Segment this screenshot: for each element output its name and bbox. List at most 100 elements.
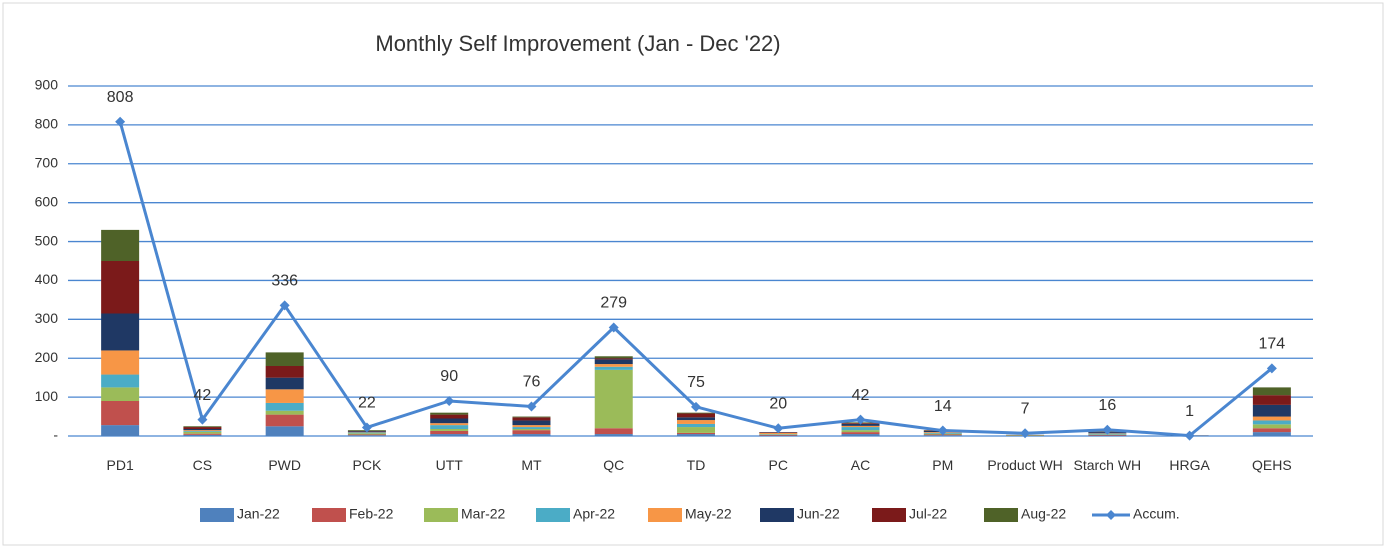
bar-segment (1252, 424, 1291, 429)
bar-segment (347, 435, 386, 436)
bar-segment (841, 432, 880, 435)
bar-segment (430, 425, 469, 429)
bar-segment (183, 430, 222, 431)
data-label: 42 (852, 387, 870, 404)
y-tick-label: 600 (35, 193, 59, 209)
bar-segment (677, 432, 715, 435)
bar-segment (512, 429, 551, 431)
y-tick-label: 900 (35, 77, 59, 93)
bar-segment (1252, 404, 1291, 417)
bar-segment (183, 430, 222, 432)
chart-title: Monthly Self Improvement (Jan - Dec '22) (375, 31, 780, 56)
legend-label: Apr-22 (573, 506, 615, 522)
legend-label: Mar-22 (461, 506, 506, 522)
bar-segment (430, 423, 469, 426)
legend-label: Jan-22 (237, 506, 280, 522)
bar-segment (594, 366, 633, 370)
data-label: 279 (600, 295, 627, 312)
bar-segment (101, 313, 140, 351)
bar-segment (1252, 416, 1291, 421)
line-marker (937, 425, 948, 436)
data-label: 75 (687, 374, 705, 391)
x-tick-label: PC (768, 457, 788, 473)
data-label: 14 (934, 398, 952, 415)
bar-segment (512, 417, 551, 421)
bar-segment (594, 359, 633, 365)
bar-segment (265, 352, 304, 366)
bar-segment (430, 434, 469, 436)
legend-label: Feb-22 (349, 506, 394, 522)
bar-segment (430, 412, 469, 415)
bar-segment (101, 350, 140, 375)
bar-segment (677, 420, 715, 424)
bar-segment (1252, 420, 1291, 425)
data-label: 20 (769, 395, 787, 412)
bar-segment (183, 431, 222, 434)
bar-segment (101, 387, 140, 401)
bar-segment (512, 425, 551, 428)
bar-segment (430, 430, 469, 435)
x-tick-label: AC (850, 457, 871, 473)
line-marker (197, 414, 208, 425)
x-tick-label: CS (192, 457, 213, 473)
bar-segment (101, 425, 140, 436)
bar-segment (101, 401, 140, 426)
x-tick-label: MT (521, 457, 542, 473)
bar-segment (841, 425, 880, 428)
line-marker (1184, 430, 1195, 441)
bar-segment (512, 427, 551, 429)
x-tick-label: TD (686, 457, 706, 473)
bar-segment (512, 434, 551, 436)
y-tick-label: 500 (35, 232, 59, 248)
data-label: 22 (358, 395, 376, 412)
bar-segment (923, 435, 962, 436)
x-tick-label: HRGA (1169, 457, 1210, 473)
line-marker (444, 396, 455, 406)
bar-segment (677, 417, 715, 421)
bar-segment (265, 389, 304, 403)
x-tick-label: PCK (352, 457, 382, 473)
bar-segment (183, 433, 222, 435)
bar-segment (183, 427, 222, 429)
data-label: 1 (1185, 403, 1194, 420)
bar-segment (841, 430, 880, 433)
line-marker (279, 300, 290, 311)
data-label: 808 (107, 89, 134, 106)
legend-label: Aug-22 (1021, 506, 1066, 522)
line-marker (115, 116, 126, 127)
bar-segment (594, 364, 633, 367)
bar-segment (347, 433, 386, 435)
x-tick-label: Starch WH (1073, 457, 1142, 473)
bar-segment (265, 377, 304, 390)
bar-segment (347, 432, 386, 434)
bar-segment (594, 428, 633, 435)
legend-swatch (872, 508, 906, 522)
y-tick-label: 800 (35, 116, 59, 132)
x-tick-label: PD1 (106, 457, 134, 473)
line-marker (361, 422, 372, 433)
y-tick-label: - (53, 427, 58, 443)
bar-segment (430, 429, 469, 431)
bar-segment (265, 402, 304, 411)
bar-segment (1252, 432, 1291, 436)
bar-segment (265, 410, 304, 415)
x-tick-label: UTT (435, 457, 463, 473)
bar-segment (265, 414, 304, 427)
data-label: 7 (1021, 400, 1030, 417)
bar-segment (841, 434, 880, 436)
bar-segment (1252, 428, 1291, 433)
data-label: 174 (1259, 336, 1286, 353)
bar-segment (677, 413, 715, 418)
bar-segment (101, 229, 140, 261)
legend-swatch (200, 508, 234, 522)
bar-segment (512, 420, 551, 426)
y-tick-label: 300 (35, 310, 59, 326)
line-marker (1266, 363, 1277, 374)
bar-segment (101, 261, 140, 314)
legend-label: Accum. (1133, 506, 1180, 522)
bar-segment (759, 434, 798, 436)
line-marker (526, 401, 537, 412)
line-marker (691, 401, 701, 412)
bar-segment (841, 427, 880, 431)
line-marker (608, 322, 619, 333)
